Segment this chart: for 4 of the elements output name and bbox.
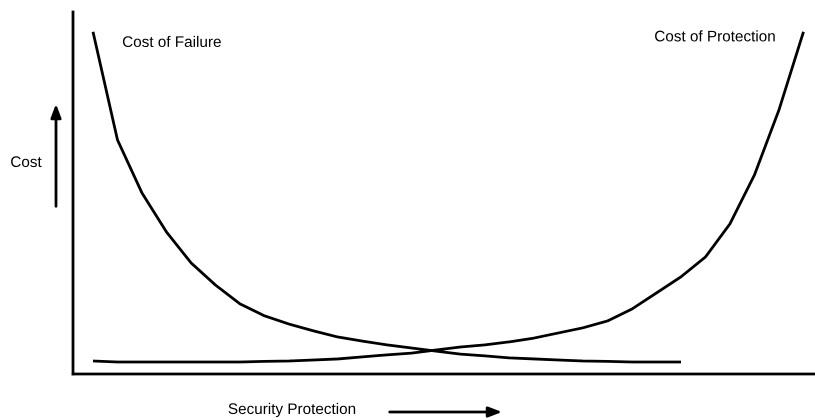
y-axis-title: Cost — [11, 156, 42, 168]
series-label: Cost of Failure — [122, 36, 221, 48]
x-axis-title: Security Protection — [228, 402, 356, 418]
series-label: Cost of Protection — [655, 30, 775, 42]
